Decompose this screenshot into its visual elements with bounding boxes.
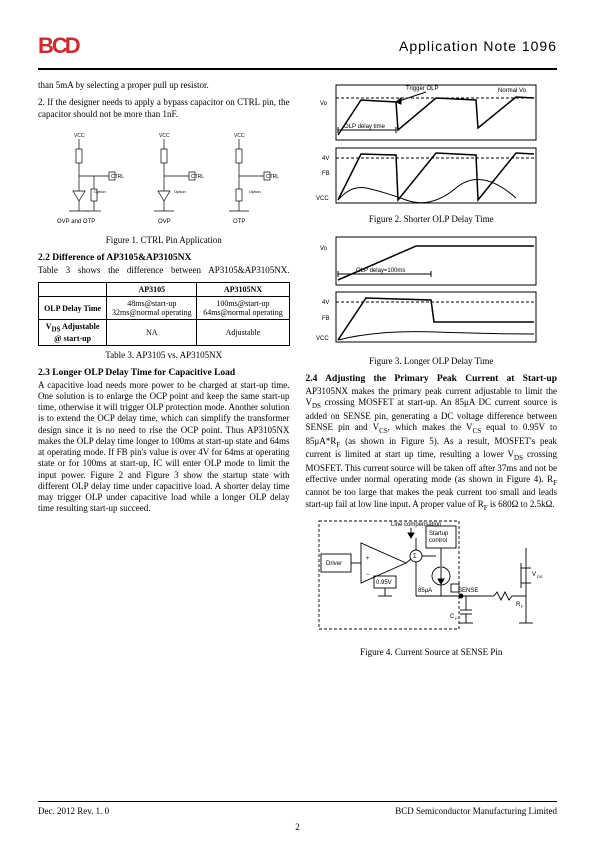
figure-4-caption: Figure 4. Current Source at SENSE Pin xyxy=(306,647,558,657)
svg-text:control: control xyxy=(429,538,447,544)
table-r2c0: VDS Adjustable @ start-up xyxy=(39,320,107,346)
svg-text:4V: 4V xyxy=(322,300,329,306)
para-23: A capacitive load needs more power to be… xyxy=(38,380,290,515)
figure-3-caption: Figure 3. Longer OLP Delay Time xyxy=(306,356,558,366)
svg-text:Vo: Vo xyxy=(320,101,328,107)
svg-text:VCC: VCC xyxy=(74,133,85,139)
table-r1c0: OLP Delay Time xyxy=(39,297,107,320)
left-column: than 5mA by selecting a proper pull up r… xyxy=(38,80,290,775)
heading-2-4: 2.4 Adjusting the Primary Peak Current a… xyxy=(306,374,558,384)
svg-text:OVP and OTP: OVP and OTP xyxy=(57,219,95,225)
svg-text:OVP: OVP xyxy=(158,219,171,225)
svg-text:VCC: VCC xyxy=(159,133,170,139)
svg-text:Σ: Σ xyxy=(413,554,417,560)
svg-text:Normal Vo: Normal Vo xyxy=(498,88,527,94)
svg-text:FB: FB xyxy=(322,316,330,322)
header-rule xyxy=(38,68,557,70)
table-r1c2: 100ms@start-up 64ms@normal operating xyxy=(197,297,289,320)
logo: BCD xyxy=(38,33,79,59)
svg-text:DS: DS xyxy=(537,574,543,579)
figure-1-caption: Figure 1. CTRL Pin Application xyxy=(38,235,290,245)
table-r2c2: Adjustable xyxy=(197,320,289,346)
svg-text:4V: 4V xyxy=(322,156,329,162)
heading-2-2: 2.2 Difference of AP3105&AP3105NX xyxy=(38,253,290,263)
svg-text:Vo: Vo xyxy=(320,246,328,252)
footer: Dec. 2012 Rev. 1. 0 BCD Semiconductor Ma… xyxy=(38,801,557,817)
svg-text:F: F xyxy=(455,616,458,621)
para-1: than 5mA by selecting a proper pull up r… xyxy=(38,80,290,91)
svg-text:0.95V: 0.95V xyxy=(376,580,392,586)
footer-right: BCD Semiconductor Manufacturing Limited xyxy=(395,806,557,816)
figure-3: Vo OLP delay=100ms 4V FB VCC xyxy=(306,232,558,352)
right-column: Vo Trigger OLP Normal Vo OLP delay time … xyxy=(306,80,558,775)
para-24: AP3105NX makes the primary peak current … xyxy=(306,386,558,512)
svg-text:Option: Option xyxy=(94,189,106,194)
svg-text:Line compensation: Line compensation xyxy=(391,522,441,528)
svg-text:VCC: VCC xyxy=(316,196,329,202)
table-head-2: AP3105NX xyxy=(197,283,289,297)
svg-text:−: − xyxy=(366,572,370,578)
svg-text:Startup: Startup xyxy=(429,531,449,537)
svg-text:VCC: VCC xyxy=(234,133,245,139)
svg-text:SENSE: SENSE xyxy=(458,588,478,594)
svg-text:CTRL: CTRL xyxy=(191,174,204,180)
svg-text:Option: Option xyxy=(249,189,261,194)
table-r1c1: 48ms@start-up 32ms@normal operating xyxy=(107,297,197,320)
svg-text:CTRL: CTRL xyxy=(111,174,124,180)
svg-text:Driver: Driver xyxy=(326,561,342,567)
figure-2-caption: Figure 2. Shorter OLP Delay Time xyxy=(306,214,558,224)
table-head-1: AP3105 xyxy=(107,283,197,297)
svg-text:CTRL: CTRL xyxy=(266,174,279,180)
svg-text:OLP delay time: OLP delay time xyxy=(344,124,386,130)
heading-2-3: 2.3 Longer OLP Delay Time for Capacitive… xyxy=(38,368,290,378)
svg-text:Trigger OLP: Trigger OLP xyxy=(406,86,438,92)
figure-2: Vo Trigger OLP Normal Vo OLP delay time … xyxy=(306,80,558,210)
svg-text:+: + xyxy=(366,556,370,562)
svg-text:Option: Option xyxy=(174,189,186,194)
figure-4: Line compensation + − Driver 0.95V xyxy=(306,518,558,643)
svg-text:OTP: OTP xyxy=(233,219,245,225)
table-3-caption: Table 3. AP3105 vs. AP3105NX xyxy=(38,350,290,360)
svg-text:VCC: VCC xyxy=(316,336,329,342)
table-3: AP3105 AP3105NX OLP Delay Time 48ms@star… xyxy=(38,282,290,346)
figure-1: VCC CTRL xyxy=(38,126,290,231)
svg-text:FB: FB xyxy=(322,171,330,177)
para-2: 2. If the designer needs to apply a bypa… xyxy=(38,97,290,120)
page-number: 2 xyxy=(0,822,595,832)
table-r2c1: NA xyxy=(107,320,197,346)
table-head-0 xyxy=(39,283,107,297)
svg-text:F: F xyxy=(521,604,524,609)
footer-left: Dec. 2012 Rev. 1. 0 xyxy=(38,806,109,816)
svg-text:OLP delay=100ms: OLP delay=100ms xyxy=(356,268,405,274)
appnote-title: Application Note 1096 xyxy=(399,38,557,54)
svg-text:85μA: 85μA xyxy=(418,588,432,594)
svg-text:V: V xyxy=(532,572,536,578)
para-22: Table 3 shows the difference between AP3… xyxy=(38,265,290,276)
